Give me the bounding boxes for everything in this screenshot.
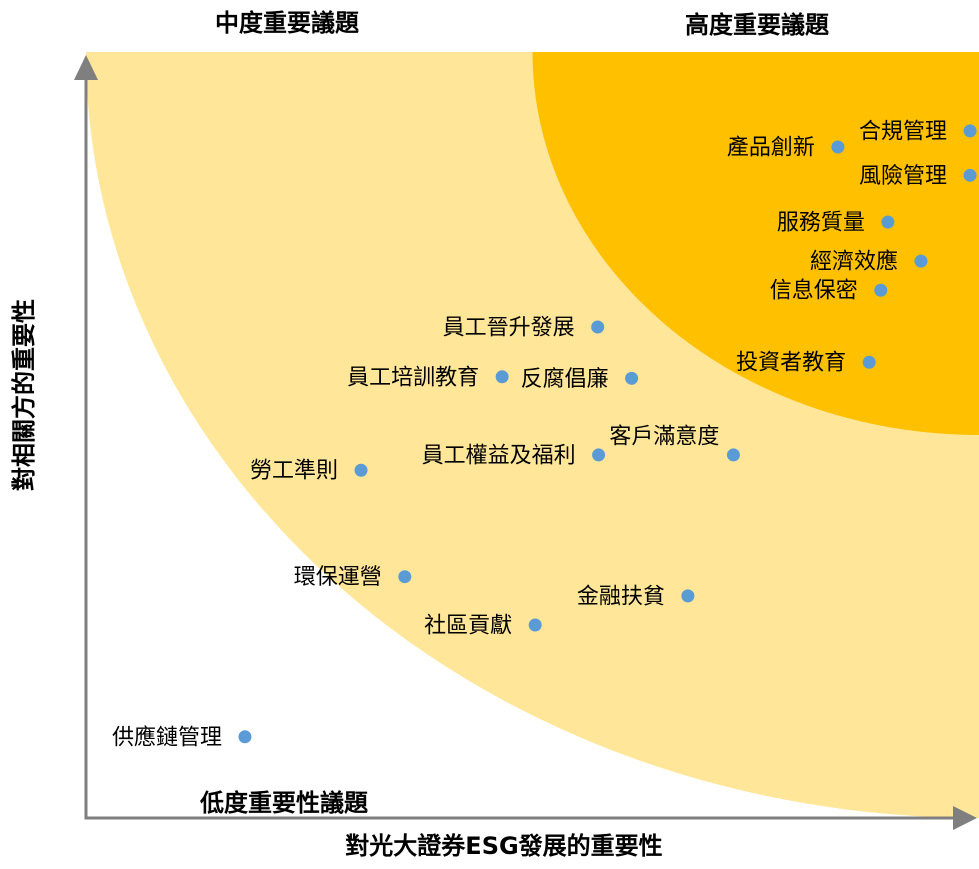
- point-3-label: 風險管理: [859, 164, 947, 189]
- point-13: 勞工準則: [250, 459, 368, 484]
- point-5: 經濟效應: [810, 249, 928, 275]
- point-11-label: 客戶滿意度: [609, 424, 719, 449]
- point-10: 反腐倡廉: [521, 367, 639, 392]
- point-7-label: 員工晉升發展: [443, 315, 575, 340]
- zone-area-2: [532, 52, 979, 435]
- point-9-dot: [495, 370, 509, 384]
- point-8: 投資者教育: [736, 351, 876, 376]
- data-points: 合規管理產品創新風險管理服務質量經濟效應信息保密員工晉升發展投資者教育員工培訓教…: [112, 119, 977, 750]
- point-8-label: 投資者教育: [736, 351, 846, 376]
- point-13-dot: [354, 463, 368, 477]
- point-11-dot: [726, 448, 740, 462]
- axes: [74, 55, 977, 830]
- zone-label-low: 低度重要性議題: [199, 789, 369, 817]
- zone-areas: [86, 52, 979, 818]
- zone-label-medium: 中度重要議題: [215, 9, 360, 37]
- point-15: 金融扶貧: [577, 584, 695, 609]
- y-axis-arrow-icon: [74, 55, 98, 80]
- point-14: 環保運營: [294, 565, 412, 590]
- point-13-label: 勞工準則: [250, 459, 338, 484]
- point-6-dot: [874, 283, 888, 297]
- point-4-label: 服務質量: [777, 211, 865, 236]
- point-2-dot: [831, 140, 845, 154]
- point-7: 員工晉升發展: [443, 315, 605, 340]
- point-17-dot: [238, 730, 252, 744]
- point-14-dot: [398, 570, 412, 584]
- x-axis-arrow-icon: [953, 806, 977, 830]
- x-axis-title: 對光大證券ESG發展的重要性: [345, 832, 662, 860]
- point-9: 員工培訓教育: [347, 365, 509, 390]
- point-4: 服務質量: [777, 211, 895, 236]
- point-15-label: 金融扶貧: [577, 584, 665, 609]
- point-6: 信息保密: [770, 279, 888, 304]
- point-1-label: 合規管理: [859, 119, 947, 144]
- point-15-dot: [681, 589, 695, 603]
- point-17: 供應鏈管理: [112, 724, 252, 750]
- point-17-label: 供應鏈管理: [112, 724, 222, 750]
- point-2: 產品創新: [727, 135, 845, 160]
- point-1-dot: [963, 124, 977, 138]
- point-3: 風險管理: [859, 164, 977, 189]
- point-14-label: 環保運營: [294, 565, 382, 590]
- point-16: 社區貢獻: [424, 613, 542, 638]
- point-1: 合規管理: [859, 119, 977, 144]
- point-11: 客戶滿意度: [609, 424, 740, 462]
- point-12-label: 員工權益及福利: [422, 443, 576, 468]
- point-2-label: 產品創新: [727, 135, 815, 160]
- point-10-label: 反腐倡廉: [521, 367, 609, 392]
- point-5-label: 經濟效應: [810, 249, 898, 275]
- y-axis-title: 對相關方的重要性: [10, 299, 38, 491]
- point-3-dot: [963, 168, 977, 182]
- point-12: 員工權益及福利: [422, 443, 606, 468]
- point-5-dot: [914, 254, 928, 268]
- point-16-label: 社區貢獻: [424, 613, 512, 638]
- point-16-dot: [528, 618, 542, 632]
- point-12-dot: [592, 448, 606, 462]
- point-9-label: 員工培訓教育: [347, 365, 479, 390]
- point-4-dot: [881, 215, 895, 229]
- point-6-label: 信息保密: [770, 279, 858, 304]
- point-7-dot: [591, 320, 605, 334]
- point-10-dot: [625, 371, 639, 385]
- point-8-dot: [862, 355, 876, 369]
- zone-label-high: 高度重要議題: [685, 11, 830, 39]
